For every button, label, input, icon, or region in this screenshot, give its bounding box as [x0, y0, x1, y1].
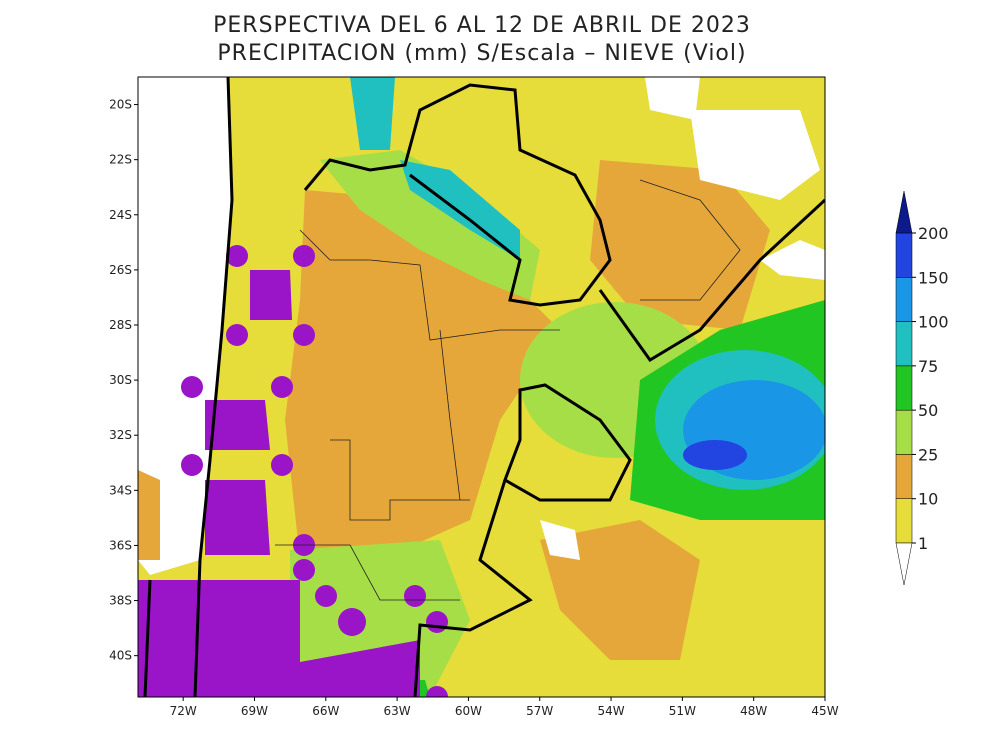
title-line: PRECIPITACION (mm) S/Escala – NIEVE (Vio…	[217, 41, 746, 66]
x-tick-label: 48W	[740, 704, 767, 718]
map-frame	[137, 76, 826, 698]
x-tick-label: 54W	[597, 704, 624, 718]
x-tick-label: 63W	[384, 704, 411, 718]
x-tick-label: 57W	[526, 704, 553, 718]
x-tick-label: 66W	[312, 704, 339, 718]
colorbar-band	[895, 321, 913, 367]
y-tick-label: 22S	[109, 153, 132, 167]
map-field	[138, 77, 825, 697]
x-tick-label: 69W	[241, 704, 268, 718]
colorbar-label: 10	[918, 490, 938, 509]
y-tick-label: 24S	[109, 208, 132, 222]
y-tick-label: 20S	[109, 98, 132, 112]
colorbar-band	[895, 277, 913, 322]
colorbar-band	[895, 409, 913, 455]
colorbar-band	[895, 498, 913, 544]
y-tick-label: 26S	[109, 263, 132, 277]
x-tick-label: 60W	[455, 704, 482, 718]
colorbar-band	[895, 454, 913, 499]
y-tick-label: 40S	[109, 649, 132, 663]
colorbar-label: 1	[918, 534, 928, 553]
x-tick-label: 72W	[170, 704, 197, 718]
colorbar-label: 200	[918, 224, 949, 243]
y-tick-label: 38S	[109, 594, 132, 608]
x-tick-label: 45W	[811, 704, 838, 718]
y-tick-label: 36S	[109, 538, 132, 552]
colorbar-label: 75	[918, 357, 938, 376]
y-tick-label: 30S	[109, 373, 132, 387]
colorbar-band	[895, 232, 913, 278]
title-line: PERSPECTIVA DEL 6 AL 12 DE ABRIL DE 2023	[213, 13, 751, 38]
colorbar-low	[895, 542, 913, 586]
colorbar-high	[895, 190, 913, 234]
colorbar-label: 100	[918, 313, 949, 332]
x-tick-label: 51W	[669, 704, 696, 718]
colorbar-label: 150	[918, 268, 949, 287]
y-tick-label: 32S	[109, 428, 132, 442]
colorbar-band	[895, 365, 913, 411]
colorbar-label: 25	[918, 445, 938, 464]
y-tick-label: 28S	[109, 318, 132, 332]
colorbar-label: 50	[918, 401, 938, 420]
y-tick-label: 34S	[109, 483, 132, 497]
